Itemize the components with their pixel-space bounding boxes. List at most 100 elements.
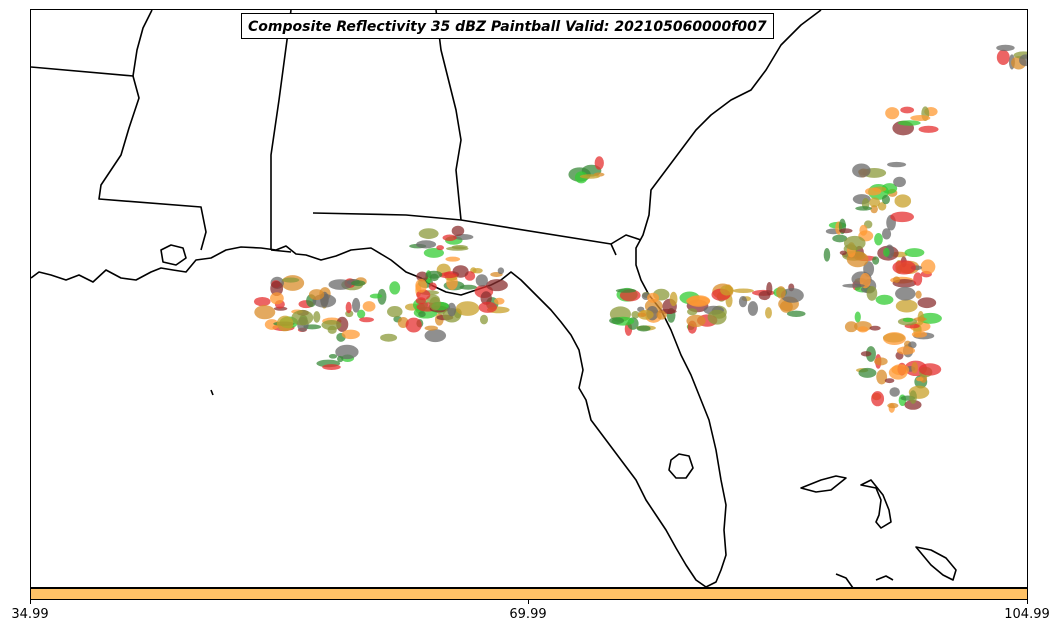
paintball-blob <box>895 299 918 313</box>
coastline-and-borders <box>31 10 957 587</box>
paintball-blob <box>416 240 437 249</box>
paintball-blob <box>913 272 923 286</box>
paintball-blob <box>776 286 786 299</box>
paintball-blob <box>485 279 508 292</box>
paintball-blob <box>636 325 651 332</box>
paintball-blob <box>839 228 853 234</box>
paintball-blob <box>839 250 847 255</box>
paintball-blob <box>579 174 600 179</box>
paintball-blob <box>308 289 325 300</box>
paintball-blob <box>429 296 441 311</box>
colorbar-tick-0 <box>30 600 31 604</box>
paintball-blob <box>872 256 880 265</box>
paintball-blob <box>875 294 894 305</box>
paintball-blob <box>918 312 942 324</box>
paintball-blob <box>887 161 907 168</box>
paintball-blob <box>747 301 758 316</box>
paintball-blob <box>917 297 937 309</box>
paintball-blob <box>883 332 906 345</box>
paintball-blob <box>254 305 276 320</box>
paintball-blob <box>387 305 403 318</box>
paintball-blob <box>451 245 468 250</box>
paintball-blob <box>881 194 890 205</box>
paintball-blob <box>920 259 936 275</box>
paintball-blob <box>270 280 284 297</box>
paintball-blob <box>428 282 437 291</box>
paintball-blob <box>1019 54 1027 67</box>
colorbar <box>30 588 1028 600</box>
paintball-blob <box>647 292 660 303</box>
paintball-blob <box>351 297 361 313</box>
paintball-blob <box>900 106 915 114</box>
paintball-blob <box>687 308 698 316</box>
paintball-blob <box>859 272 871 289</box>
paintball-blob <box>738 295 748 308</box>
paintball-blob <box>910 115 931 121</box>
paintball-blob <box>869 197 881 208</box>
paintball-blob <box>282 277 300 283</box>
paintball-blob <box>345 301 352 314</box>
paintball-blob <box>894 194 912 208</box>
paintball-blob <box>328 353 338 359</box>
paintball-blob <box>893 176 906 188</box>
paintball-blob <box>459 284 477 290</box>
paintball-blob <box>871 391 885 407</box>
paintball-blob <box>291 309 314 326</box>
paintball-blob <box>455 301 480 316</box>
paintball-blob <box>369 293 383 299</box>
paintball-blob <box>335 344 359 360</box>
paintball-blob <box>478 301 497 313</box>
paintball-blob <box>874 233 883 246</box>
paintball-blob <box>480 291 492 305</box>
paintball-blob <box>418 311 426 318</box>
paintball-blob <box>451 225 465 237</box>
map-panel <box>30 9 1028 588</box>
paintball-blob <box>686 314 706 328</box>
paintball-blob <box>915 290 922 299</box>
paintball-blob <box>904 248 925 258</box>
paintball-blob <box>918 363 942 376</box>
paintball-blob <box>637 312 647 317</box>
paintball-blob <box>442 234 457 241</box>
colorbar-tick-label-2: 104.99 <box>1004 607 1050 622</box>
colorbar-tick-2 <box>1027 600 1028 604</box>
paintball-blob <box>758 290 771 301</box>
paintball-blob <box>357 309 366 319</box>
paintball-blob <box>264 319 280 330</box>
paintball-blob <box>913 317 927 322</box>
paintball-blob <box>321 320 342 331</box>
paintball-blob <box>337 355 344 363</box>
paintball-blob <box>883 247 890 257</box>
paintball-blob <box>895 286 916 301</box>
paintball-blob <box>447 302 457 317</box>
paintball-blob <box>881 228 892 240</box>
paintball-blob <box>351 280 366 287</box>
paintball-blob <box>669 291 678 307</box>
paintball-blob <box>439 272 458 279</box>
paintball-blob <box>425 270 443 279</box>
paintball-blob <box>313 311 321 323</box>
paintball-blob <box>852 163 871 178</box>
paintball-blob <box>494 297 505 305</box>
paintball-blob <box>707 309 727 325</box>
paintball-blob <box>423 247 444 258</box>
paintball-blob <box>881 183 898 194</box>
paintball-blob <box>253 296 271 307</box>
paintball-blob <box>732 288 754 294</box>
paintball-blob <box>341 329 360 340</box>
paintball-blob <box>281 275 305 291</box>
colorbar-tick-1 <box>528 600 529 604</box>
paintball-blob <box>842 283 865 288</box>
paintball-blob <box>475 274 488 287</box>
paintball-blob <box>996 44 1015 52</box>
paintball-blob <box>359 317 374 323</box>
paintball-blob <box>854 311 861 323</box>
paintball-blob <box>915 376 924 382</box>
paintball-blob <box>870 205 878 214</box>
paintball-blob <box>855 206 872 211</box>
paintball-blob <box>720 285 734 296</box>
paintball-blob <box>843 235 866 251</box>
paintball-blob <box>389 281 401 295</box>
paintball-blob <box>436 245 444 251</box>
paintball-blob <box>269 292 284 305</box>
